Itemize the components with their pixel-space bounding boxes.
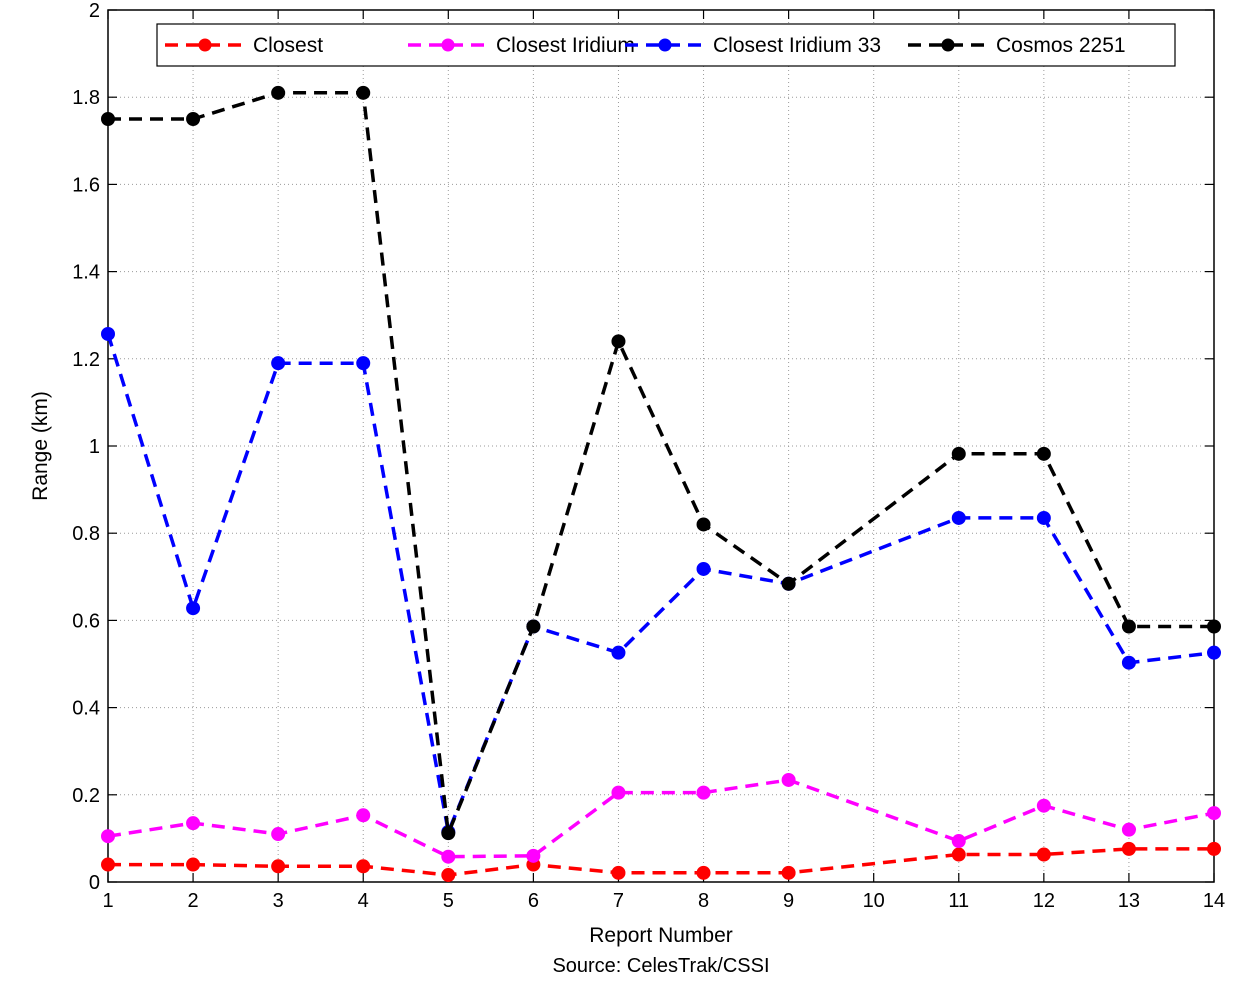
data-point — [1036, 446, 1051, 461]
legend-label: Cosmos 2251 — [996, 34, 1126, 57]
data-point — [1036, 510, 1051, 525]
data-point — [271, 85, 286, 100]
legend-marker — [198, 38, 212, 52]
data-point — [951, 446, 966, 461]
data-point — [356, 808, 371, 823]
x-tick-label: 1 — [102, 890, 113, 912]
x-tick-label: 8 — [698, 890, 709, 912]
x-tick-label: 14 — [1203, 890, 1225, 912]
legend-marker — [658, 38, 672, 52]
data-point — [441, 826, 456, 841]
data-point — [951, 510, 966, 525]
x-tick-label: 3 — [273, 890, 284, 912]
axes: 1 2 3 4 5 6 7 8 9 10 11 12 13 1400.20.40.60.811.21.41… — [72, 0, 1225, 912]
y-tick-label: 1.2 — [72, 349, 100, 371]
data-point — [1036, 847, 1051, 862]
data-point — [696, 517, 711, 532]
data-point — [611, 645, 626, 660]
data-point — [611, 865, 626, 880]
legend-label: Closest — [253, 34, 323, 57]
legend-marker — [441, 38, 455, 52]
y-tick-label: 1.4 — [72, 262, 100, 284]
y-tick-label: 2 — [89, 0, 100, 22]
data-point — [271, 859, 286, 874]
data-point — [101, 326, 115, 341]
data-point — [951, 847, 966, 862]
data-point — [781, 576, 796, 591]
data-point — [951, 834, 966, 849]
data-point — [1121, 655, 1136, 670]
y-tick-label: 1.6 — [72, 174, 100, 196]
legend-label: Closest Iridium — [496, 34, 635, 57]
data-point — [441, 849, 456, 864]
data-point — [1036, 798, 1051, 813]
y-tick-label: 0.8 — [72, 523, 100, 545]
x-tick-label: 6 — [528, 890, 539, 912]
data-point — [186, 816, 201, 831]
x-tick-label: 13 — [1118, 890, 1140, 912]
y-axis-label: Range (km) — [29, 391, 52, 501]
y-tick-label: 0.6 — [72, 610, 100, 632]
data-point — [1207, 841, 1221, 856]
data-point — [441, 868, 456, 883]
y-tick-label: 0 — [89, 872, 100, 894]
data-point — [1207, 645, 1221, 660]
x-tick-label: 10 — [863, 890, 885, 912]
data-point — [611, 334, 626, 349]
data-point — [1121, 822, 1136, 837]
data-point — [186, 112, 201, 126]
x-tick-label: 11 — [948, 890, 969, 912]
x-tick-label: 2 — [188, 890, 199, 912]
data-point — [356, 859, 371, 874]
data-point — [526, 848, 541, 863]
x-tick-label: 7 — [613, 890, 624, 912]
x-tick-label: 12 — [1033, 890, 1055, 912]
data-point — [696, 785, 711, 800]
x-tick-label: 4 — [358, 890, 369, 912]
x-tick-label: 9 — [783, 890, 794, 912]
data-point — [1207, 619, 1221, 634]
y-tick-label: 0.4 — [72, 698, 100, 720]
y-tick-label: 1 — [89, 436, 100, 458]
data-point — [186, 601, 201, 616]
data-point — [696, 561, 711, 576]
data-point — [101, 857, 115, 872]
grid — [108, 10, 1214, 882]
data-point — [101, 112, 115, 126]
data-point — [356, 356, 371, 371]
x-axis-label: Report Number — [589, 924, 733, 947]
data-point — [781, 772, 796, 787]
data-point — [271, 827, 286, 842]
data-point — [356, 85, 371, 100]
source-note: Source: CelesTrak/CSSI — [552, 955, 769, 977]
data-point — [271, 356, 286, 371]
series-lines — [101, 85, 1221, 883]
data-point — [781, 865, 796, 880]
x-tick-label: 5 — [443, 890, 454, 912]
y-tick-label: 1.8 — [72, 87, 100, 109]
data-point — [1121, 619, 1136, 634]
data-point — [186, 857, 201, 872]
legend-label: Closest Iridium 33 — [713, 34, 881, 57]
data-point — [101, 829, 115, 844]
data-point — [611, 785, 626, 800]
data-point — [1121, 841, 1136, 856]
data-point — [526, 619, 541, 634]
data-point — [1207, 806, 1221, 821]
data-point — [696, 865, 711, 880]
legend: Closest Closest Iridium Closest Iridium 33… — [156, 23, 1176, 67]
legend-marker — [941, 38, 955, 52]
y-tick-label: 0.2 — [72, 785, 100, 807]
